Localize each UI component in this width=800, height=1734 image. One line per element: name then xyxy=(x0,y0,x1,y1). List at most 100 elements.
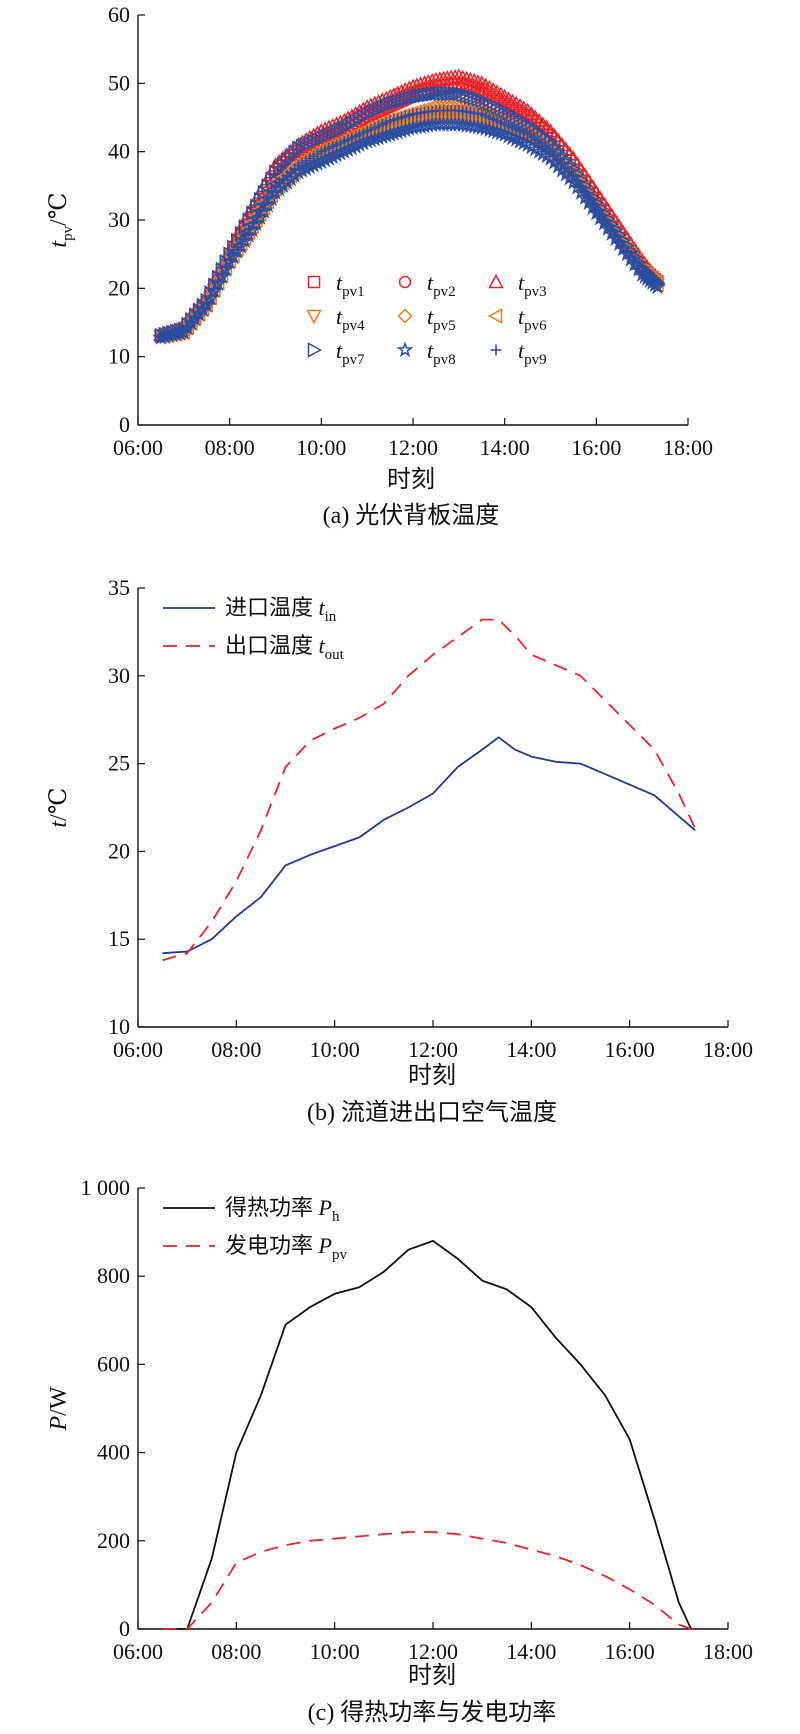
marker-triangle-right xyxy=(284,148,299,164)
marker-triangle-right xyxy=(422,86,437,103)
x-tick-label: 18:00 xyxy=(703,1037,753,1062)
marker-star xyxy=(217,260,235,277)
panel-b-legend: 进口温度 tin 出口温度 tout xyxy=(163,595,345,663)
marker-triangle-up xyxy=(477,77,494,92)
x-tick-label: 18:00 xyxy=(703,1639,753,1664)
legend-label: tpv1 xyxy=(336,270,365,300)
series-pv8 xyxy=(152,115,666,345)
marker-triangle-left xyxy=(487,308,503,324)
panel-c-legend: 得热功率 Ph 发电功率 Ppv xyxy=(163,1195,347,1263)
marker-triangle-up xyxy=(454,69,471,84)
series-line-pv xyxy=(162,1531,692,1630)
marker-plus xyxy=(262,192,274,204)
y-tick-label: 1 000 xyxy=(81,1175,131,1200)
y-tick-label: 30 xyxy=(108,207,130,232)
marker-triangle-right xyxy=(437,85,452,102)
marker-plus xyxy=(247,217,259,229)
marker-star xyxy=(396,341,414,358)
panel-b-marks xyxy=(162,618,697,962)
marker-triangle-up xyxy=(473,75,490,90)
x-tick-label: 10:00 xyxy=(310,1639,360,1664)
marker-triangle-up xyxy=(493,86,509,101)
marker-triangle-up xyxy=(458,70,475,86)
y-tick-label: 60 xyxy=(108,2,130,27)
legend-label: 出口温度 tout xyxy=(225,633,345,663)
x-tick-label: 14:00 xyxy=(506,1037,556,1062)
marker-triangle-up xyxy=(504,93,521,108)
x-tick-label: 06:00 xyxy=(113,435,163,460)
marker-plus xyxy=(231,241,243,253)
marker-triangle-right xyxy=(425,86,441,102)
marker-triangle-up xyxy=(496,88,513,104)
x-tick-label: 06:00 xyxy=(113,1037,163,1062)
marker-triangle-right xyxy=(433,85,448,102)
marker-triangle-up xyxy=(512,98,528,113)
panel-b-caption: (b) 流道进出口空气温度 xyxy=(307,1099,557,1126)
legend-item-pv9: tpv9 xyxy=(490,338,547,368)
marker-plus xyxy=(587,198,599,210)
x-tick-label: 08:00 xyxy=(205,435,255,460)
marker-plus xyxy=(235,235,247,247)
x-tick-label: 16:00 xyxy=(571,435,621,460)
marker-square xyxy=(307,275,321,289)
marker-plus xyxy=(258,199,270,211)
panel-b: 10 15 20 25 30 35 06:00 08:00 10:00 12:00 14:00 16:… xyxy=(46,575,753,1126)
legend-item-pv8: tpv8 xyxy=(396,338,456,368)
marker-triangle-right xyxy=(280,152,296,168)
marker-plus xyxy=(216,268,228,280)
marker-triangle-right xyxy=(273,160,288,176)
panel-a-y-axis-label: tpv/℃ xyxy=(46,192,76,247)
marker-plus xyxy=(490,344,502,356)
panel-a: 0 10 20 30 40 50 60 06:00 08:00 10:00 12:00 14:00 16… xyxy=(46,2,713,529)
legend-label: tpv6 xyxy=(518,304,547,334)
marker-triangle-right xyxy=(544,133,559,150)
marker-triangle-up xyxy=(309,125,326,140)
x-tick-label: 08:00 xyxy=(211,1037,261,1062)
marker-triangle-up xyxy=(340,110,356,125)
marker-triangle-up xyxy=(332,114,349,129)
marker-triangle-right xyxy=(402,90,418,106)
marker-triangle-up xyxy=(351,103,368,119)
marker-plus xyxy=(254,205,266,217)
marker-triangle-right xyxy=(551,142,567,159)
marker-plus xyxy=(227,247,239,259)
marker-star xyxy=(244,221,262,238)
x-tick-label: 06:00 xyxy=(113,1639,163,1664)
marker-triangle-up xyxy=(355,101,372,116)
legend-item-pv5: tpv5 xyxy=(397,304,456,334)
marker-star xyxy=(259,196,277,213)
marker-plus xyxy=(641,270,653,282)
series-pv9 xyxy=(155,105,663,342)
marker-triangle-right xyxy=(395,92,410,109)
legend-label: tpv7 xyxy=(336,338,365,368)
x-tick-label: 16:00 xyxy=(605,1037,655,1062)
marker-triangle-right xyxy=(418,87,433,104)
marker-triangle-right xyxy=(471,91,487,108)
marker-triangle-right xyxy=(399,91,414,108)
y-tick-label: 0 xyxy=(119,412,130,437)
x-tick-label: 14:00 xyxy=(506,1639,556,1664)
marker-triangle-right xyxy=(387,94,402,111)
marker-triangle-right xyxy=(429,85,444,102)
marker-plus xyxy=(646,274,658,286)
marker-star xyxy=(251,208,269,226)
marker-triangle-right xyxy=(548,138,563,154)
x-tick-label: 12:00 xyxy=(408,1639,458,1664)
marker-plus xyxy=(239,229,251,241)
marker-triangle-right xyxy=(265,171,280,187)
x-tick-label: 12:00 xyxy=(388,435,438,460)
legend-label: 发电功率 Ppv xyxy=(225,1233,347,1263)
marker-plus xyxy=(583,192,595,204)
marker-plus xyxy=(201,297,213,309)
legend-label: tpv9 xyxy=(518,338,547,368)
panel-a-caption: (a) 光伏背板温度 xyxy=(323,502,500,529)
panel-a-x-axis-label: 时刻 xyxy=(387,466,435,493)
marker-triangle-right xyxy=(261,178,276,194)
marker-triangle-up xyxy=(500,91,517,106)
marker-triangle-up xyxy=(336,112,353,128)
y-tick-label: 30 xyxy=(108,663,130,688)
legend-item-pv4: tpv4 xyxy=(306,304,365,334)
marker-plus xyxy=(243,223,255,235)
marker-plus xyxy=(205,290,217,302)
marker-triangle-right xyxy=(307,342,323,358)
